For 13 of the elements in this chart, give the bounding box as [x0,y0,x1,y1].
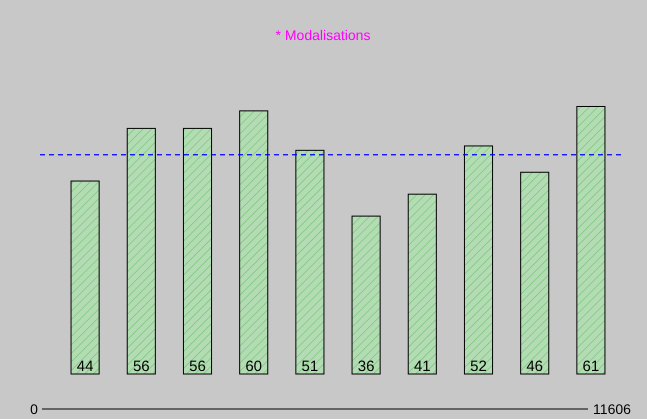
data-label: 56 [189,358,206,375]
data-label: 60 [245,358,262,375]
data-label: 44 [76,358,94,375]
data-label: 51 [302,358,318,375]
text: 0 [30,401,38,417]
text: 11606 [593,401,632,417]
data-label: 61 [582,358,600,375]
chart-title: * Modalisations [276,27,370,43]
data-label: 52 [470,358,487,375]
data-label: 46 [526,358,544,375]
data-label: 56 [132,358,150,375]
data-label: 41 [414,358,431,375]
data-label: 36 [358,358,374,375]
